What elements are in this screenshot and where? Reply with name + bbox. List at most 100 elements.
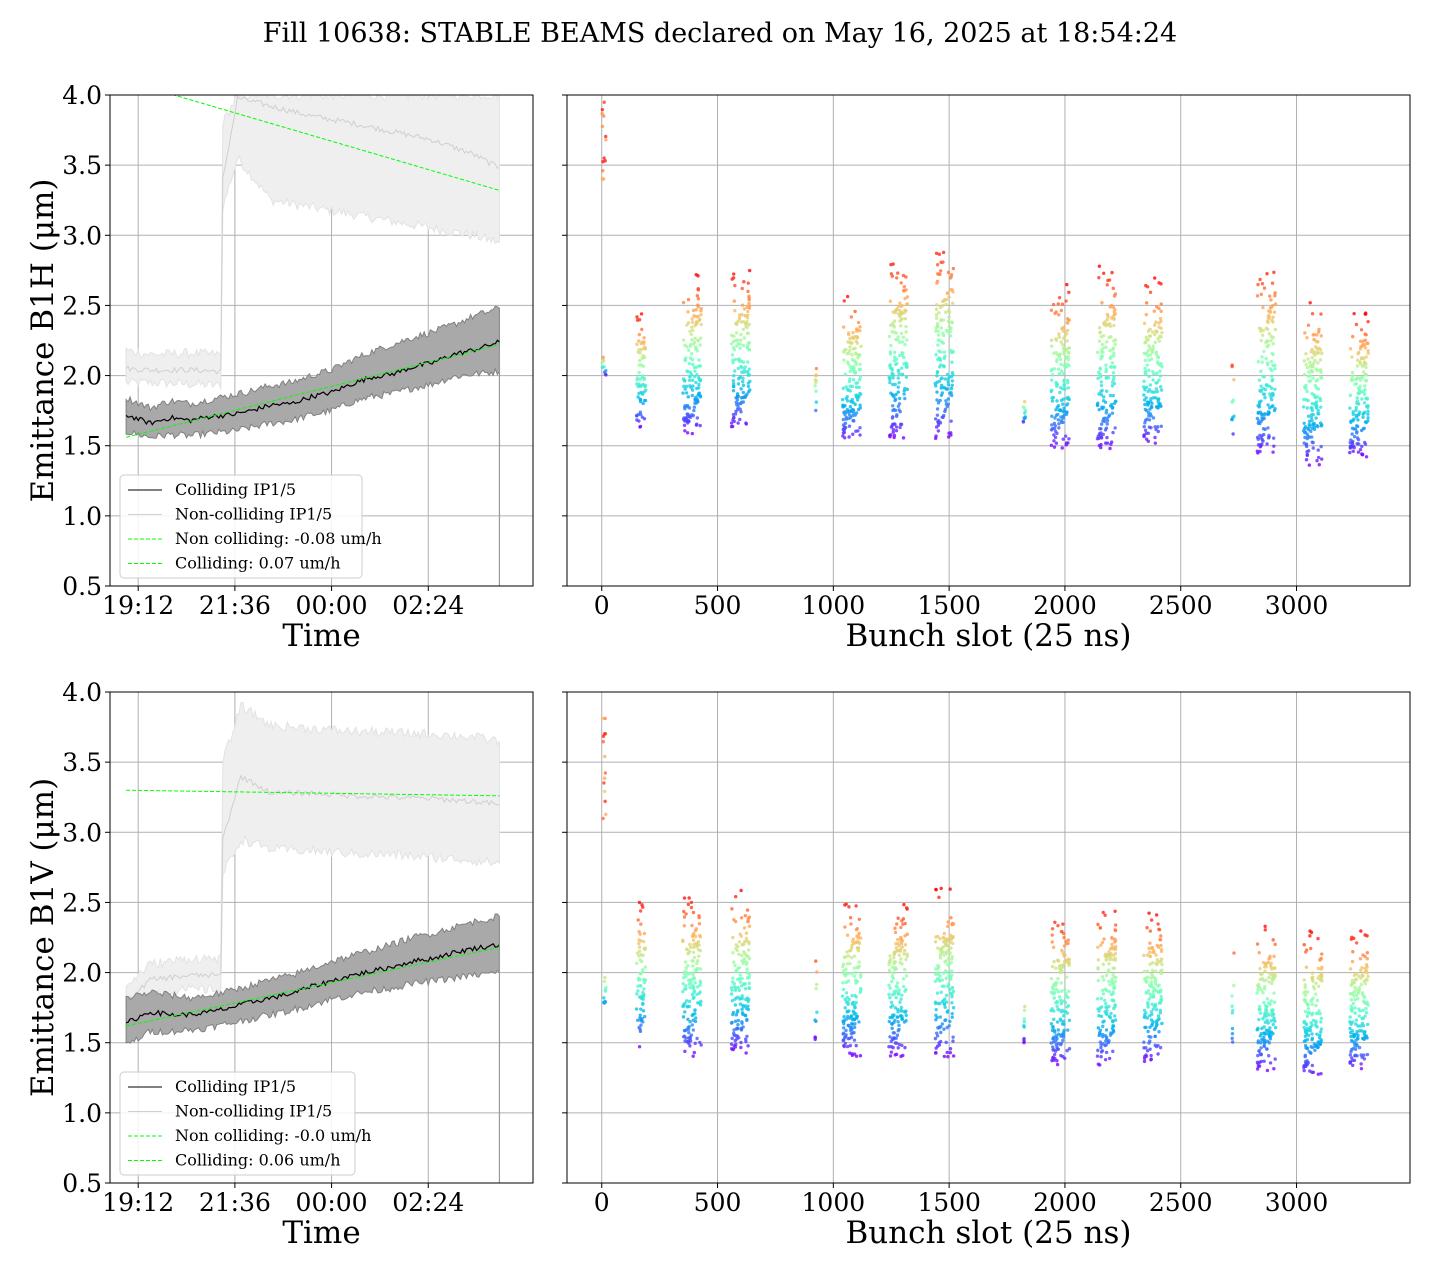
data-point xyxy=(690,431,695,436)
data-point xyxy=(951,989,956,994)
data-point xyxy=(1261,374,1265,379)
data-point xyxy=(900,373,904,377)
data-point xyxy=(841,1019,846,1024)
data-point xyxy=(900,993,904,997)
data-point xyxy=(1111,377,1116,382)
data-point xyxy=(745,1034,749,1038)
data-point xyxy=(1313,1048,1317,1052)
data-point xyxy=(1304,352,1308,356)
data-point xyxy=(1257,1017,1261,1022)
noncolliding-fit-line xyxy=(126,789,500,797)
data-point xyxy=(641,1002,645,1006)
data-point xyxy=(731,384,736,389)
legend-box xyxy=(119,1071,356,1176)
data-point xyxy=(699,1043,703,1047)
data-point xyxy=(1320,376,1324,380)
data-point xyxy=(1361,427,1366,431)
xtick-label: 500 xyxy=(694,1188,742,1217)
data-point xyxy=(742,370,746,375)
data-point xyxy=(1155,405,1160,409)
data-point xyxy=(1108,446,1112,451)
data-point xyxy=(845,995,849,1000)
data-point xyxy=(1064,992,1068,996)
data-point xyxy=(1149,399,1153,404)
data-point xyxy=(1113,342,1117,347)
data-point xyxy=(858,367,863,372)
xtick-label: 00:00 xyxy=(296,591,368,620)
data-point xyxy=(1053,981,1058,985)
data-point xyxy=(902,1020,907,1024)
data-point xyxy=(938,305,943,310)
data-point xyxy=(698,983,702,987)
xtick-label: 02:24 xyxy=(392,591,464,620)
data-point xyxy=(856,407,861,412)
data-point xyxy=(814,400,819,404)
data-point xyxy=(637,941,641,946)
data-point xyxy=(854,971,858,975)
data-point xyxy=(934,326,938,330)
data-point xyxy=(1348,967,1353,971)
ytick-label: 3.5 xyxy=(62,151,102,180)
data-point xyxy=(1259,329,1263,333)
data-point xyxy=(744,931,749,935)
data-point xyxy=(1054,413,1059,418)
data-point xyxy=(737,317,742,321)
data-point xyxy=(1146,1005,1150,1009)
scatter-points xyxy=(600,100,1370,467)
data-point xyxy=(1271,450,1275,454)
data-point xyxy=(1153,340,1157,345)
data-point xyxy=(904,302,909,307)
data-point xyxy=(853,309,857,314)
data-point xyxy=(739,1040,743,1045)
data-point xyxy=(1064,959,1069,963)
data-point xyxy=(1151,992,1155,997)
data-point xyxy=(642,417,647,421)
data-point xyxy=(1302,1068,1306,1073)
data-point xyxy=(846,332,851,337)
data-point xyxy=(746,948,751,952)
data-point xyxy=(1305,406,1309,410)
data-point xyxy=(1360,452,1364,456)
data-point xyxy=(746,281,750,285)
data-point xyxy=(950,973,954,977)
data-point xyxy=(891,1013,895,1017)
data-point xyxy=(1151,416,1156,420)
data-point xyxy=(1051,1045,1055,1049)
data-point xyxy=(942,1002,947,1006)
data-point xyxy=(1257,951,1261,955)
data-point xyxy=(1259,1041,1263,1045)
data-point xyxy=(731,935,735,940)
data-point xyxy=(899,997,903,1001)
data-point xyxy=(1269,1019,1273,1023)
legend-entry: Non-colliding IP1/5 xyxy=(175,1102,332,1121)
data-point xyxy=(943,409,947,414)
data-point xyxy=(888,960,892,964)
data-point xyxy=(696,303,700,307)
data-point xyxy=(690,320,695,324)
data-point xyxy=(736,338,740,342)
data-point xyxy=(1351,1063,1355,1068)
figure-title: Fill 10638: STABLE BEAMS declared on May… xyxy=(262,18,1178,49)
data-point xyxy=(941,318,946,322)
data-point xyxy=(1315,395,1320,399)
data-point xyxy=(1054,351,1058,355)
data-point xyxy=(1066,346,1071,350)
data-point xyxy=(1366,409,1370,413)
data-point xyxy=(1142,433,1146,437)
data-point xyxy=(944,950,948,954)
data-point xyxy=(739,396,744,400)
data-point xyxy=(1364,404,1369,409)
data-point xyxy=(1066,381,1070,385)
data-point xyxy=(1302,1025,1306,1030)
data-point xyxy=(682,405,687,409)
data-point xyxy=(1058,357,1063,362)
data-point xyxy=(1306,323,1311,327)
data-point xyxy=(690,325,694,330)
data-point xyxy=(1357,974,1361,978)
data-point xyxy=(951,1035,955,1039)
data-point xyxy=(636,984,640,988)
data-point xyxy=(850,384,855,389)
data-point xyxy=(814,373,818,378)
data-point xyxy=(1022,1025,1026,1029)
data-point xyxy=(685,412,689,416)
